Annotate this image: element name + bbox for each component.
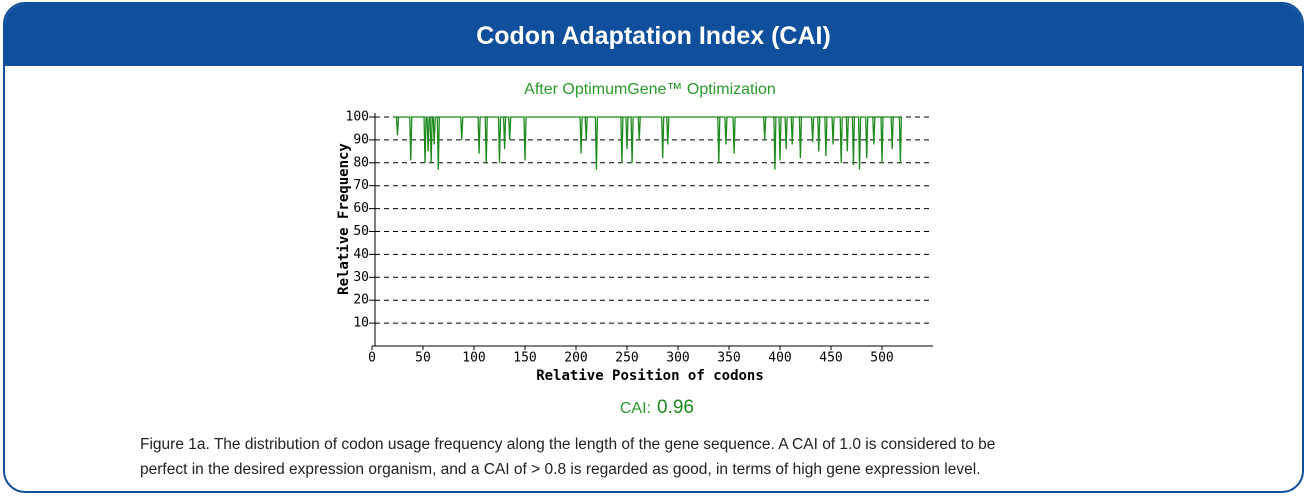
x-tick-label: 300 [666, 351, 689, 366]
x-tick-label: 400 [768, 351, 791, 366]
y-tick-label: 90 [353, 132, 369, 147]
x-tick-label: 100 [462, 351, 485, 366]
y-tick-label: 50 [353, 224, 369, 239]
y-tick-label: 100 [346, 110, 369, 125]
caption-line: Figure 1a. The distribution of codon usa… [140, 436, 996, 453]
x-tick-label: 200 [564, 351, 587, 366]
y-tick-label: 30 [353, 270, 369, 285]
x-tick-label: 450 [819, 351, 842, 366]
cai-value: 0.96 [657, 397, 694, 418]
data-line [394, 116, 903, 170]
chart-subtitle: After OptimumGene™ Optimization [524, 81, 776, 98]
cai-label: CAI: [620, 400, 651, 417]
chart: After OptimumGene™ Optimization Relative… [336, 81, 933, 418]
y-tick-label: 70 [353, 178, 369, 193]
x-tick-label: 50 [415, 351, 431, 366]
panel-title: Codon Adaptation Index (CAI) [5, 4, 1302, 66]
x-tick-label: 150 [513, 351, 536, 366]
y-tick-label: 60 [353, 201, 369, 216]
x-tick-label: 350 [717, 351, 740, 366]
x-axis-label: Relative Position of codons [536, 368, 764, 384]
caption: Figure 1a. The distribution of codon usa… [140, 432, 1290, 482]
y-tick-label: 40 [353, 247, 369, 262]
x-tick-label: 0 [368, 351, 376, 366]
caption-line: perfect in the desired expression organi… [140, 461, 981, 478]
y-tick-label: 20 [353, 293, 369, 308]
x-tick-label: 500 [870, 351, 893, 366]
y-axis-label: Relative Frequency [336, 143, 352, 295]
y-tick-label: 10 [353, 316, 369, 331]
panel: Codon Adaptation Index (CAI) After Optim… [3, 2, 1304, 493]
x-tick-label: 250 [615, 351, 638, 366]
y-tick-label: 80 [353, 155, 369, 170]
